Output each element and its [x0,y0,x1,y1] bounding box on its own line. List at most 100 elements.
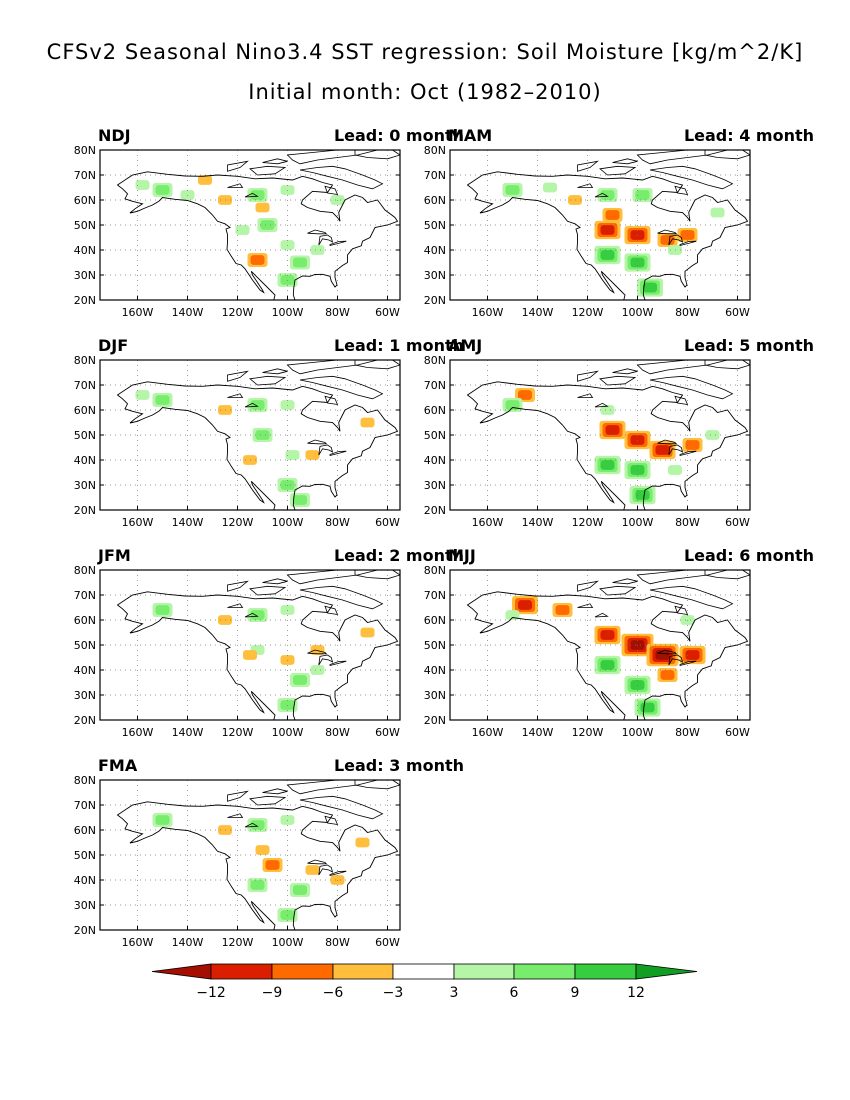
negative-anomaly-patch [655,650,670,660]
colorbar-tick-label: 3 [450,985,459,1001]
positive-anomaly-patch [705,430,720,440]
arctic-island-outline [704,570,750,580]
positive-anomaly-patch [155,605,170,615]
colorbar-tick-label: −9 [262,985,283,1001]
arctic-island-outline [612,158,638,165]
lake-outline [329,870,347,877]
y-tick-label: 70N [424,379,446,392]
colorbar-segment [332,963,394,980]
x-tick-label: 120W [572,516,604,529]
negative-anomaly-patch [660,235,675,245]
map-group [99,359,401,511]
negative-anomaly-patch [198,175,212,185]
colorbar-tick-label: 6 [510,985,519,1001]
positive-anomaly-patch [600,250,615,260]
positive-anomaly-patch [250,610,265,620]
lake-outline [679,450,697,457]
panel-lead-label: Lead: 3 month [333,756,464,775]
map-group [449,569,751,721]
arctic-island-outline [704,150,750,160]
y-tick-label: 20N [74,294,96,307]
positive-anomaly-patch [543,182,557,193]
x-tick-label: 60W [375,306,400,319]
map-group [449,149,751,301]
negative-anomaly-patch [265,860,280,870]
panel-lead-label: Lead: 0 month [333,126,464,145]
map-group [99,569,401,721]
lake-outline [329,240,347,247]
lake-outline [657,439,678,445]
negative-anomaly-patch [605,425,620,435]
x-tick-label: 160W [122,306,154,319]
lake-outline [679,240,697,247]
arctic-island-outline [636,360,728,375]
lake-outline [577,603,594,608]
x-tick-label: 140W [172,306,204,319]
map-content [100,150,400,300]
negative-anomaly-patch [360,627,375,638]
x-tick-label: 100W [272,516,304,529]
panel-mam: MAM Lead: 4 month 20N 30N 40N 50N 60N 70N 80N 1… [424,126,814,328]
arctic-island-outline [262,788,288,795]
arctic-island-outline [599,585,637,596]
positive-anomaly-patch [285,450,300,460]
arctic-island-outline [227,370,249,382]
positive-anomaly-patch [710,207,725,218]
colorbar-tick-label: −6 [323,985,344,1001]
panel-season-label: MJJ [448,546,476,565]
positive-anomaly-patch [310,245,325,255]
panel-fma: FMA Lead: 3 month 20N 30N 40N 50N 60N 70N 80N 1… [74,756,464,958]
lake-outline [318,234,334,246]
coastline [116,801,399,930]
positive-anomaly-patch [643,282,657,293]
positive-anomaly-patch [630,257,645,268]
coastline [116,381,399,510]
x-tick-label: 120W [222,516,254,529]
lake-outline [329,450,347,457]
page-subtitle: Initial month: Oct (1982–2010) [248,80,602,104]
y-tick-label: 30N [74,689,96,702]
arctic-island-outline [227,580,249,592]
panel-lead-label: Lead: 2 month [333,546,464,565]
panel-map: 20N 30N 40N 50N 60N 70N 80N 160W 140W 120W 100W 80W… [74,354,401,529]
panel-season-label: NDJ [98,126,131,145]
lake-outline [318,444,334,456]
x-tick-label: 80W [325,726,350,739]
lake-outline [318,654,334,666]
lake-outline [668,444,684,456]
lake-outline [307,859,328,865]
arctic-island-outline [577,580,599,592]
negative-anomaly-patch [660,670,675,680]
negative-anomaly-patch [655,445,670,455]
colorbar-tick-label: 12 [627,985,645,1001]
y-tick-label: 40N [74,244,96,257]
y-tick-label: 80N [424,564,446,577]
coastline [116,591,399,720]
negative-anomaly-patch [255,202,270,213]
positive-anomaly-patch [668,465,682,475]
positive-anomaly-patch [640,702,655,713]
arctic-island-outline [324,395,339,406]
y-tick-label: 20N [424,714,446,727]
negative-anomaly-patch [243,650,257,660]
arctic-island-outline [262,158,288,165]
negative-anomaly-patch [555,605,570,615]
colorbar-left-arrow [151,963,212,980]
panel-lead-label: Lead: 1 month [333,336,464,355]
x-tick-label: 160W [122,936,154,949]
y-tick-label: 30N [424,689,446,702]
panel-lead-label: Lead: 6 month [683,546,814,565]
lake-outline [307,229,328,235]
negative-anomaly-patch [685,440,700,450]
arctic-island-outline [354,150,400,160]
y-tick-label: 30N [74,899,96,912]
negative-anomaly-patch [685,650,700,660]
panel-map: 20N 30N 40N 50N 60N 70N 80N 160W 140W 120W 100W 80W… [74,564,401,739]
positive-anomaly-patch [255,430,270,440]
y-tick-label: 50N [74,849,96,862]
y-tick-label: 60N [74,404,96,417]
x-tick-label: 80W [675,516,700,529]
negative-anomaly-patch [600,630,615,640]
lake-outline [318,864,334,876]
negative-anomaly-patch [360,417,375,428]
